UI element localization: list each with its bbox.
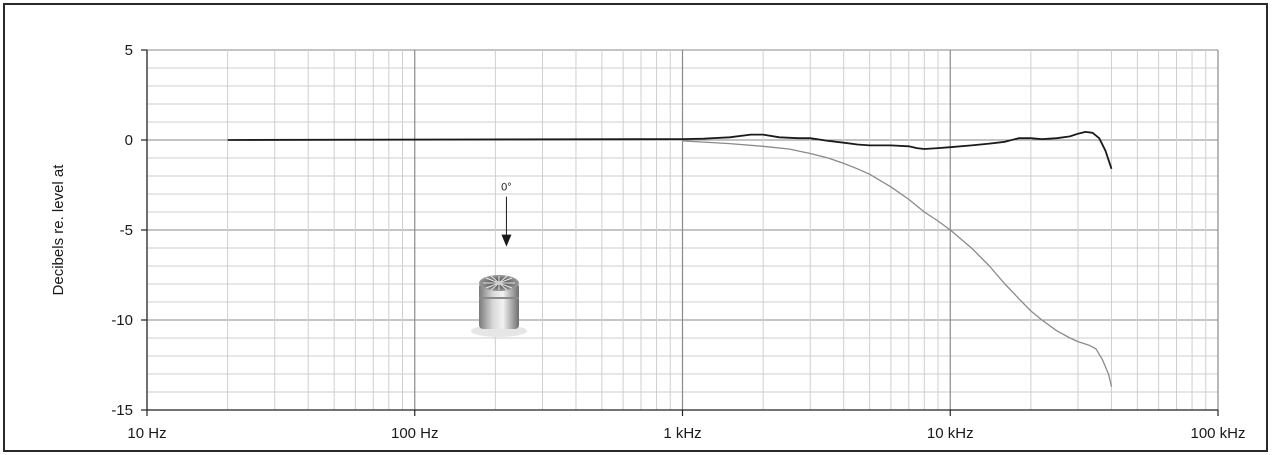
microphone-capsule-icon <box>471 275 527 337</box>
x-tick-label: 100 kHz <box>1190 425 1245 442</box>
series-line-1 <box>227 131 1113 170</box>
series-line-2 <box>682 140 1113 387</box>
axes <box>141 49 1219 416</box>
tick-labels: 5 0 -5 -10 -15 10 Hz 100 Hz 1 kHz 10 kHz 100 kHz D… <box>50 42 1246 442</box>
x-tick-label: 10 Hz <box>127 425 166 442</box>
y-tick-label: 0 <box>125 132 133 149</box>
annotations: 0° <box>471 182 527 337</box>
y-tick-label: 5 <box>125 42 133 59</box>
grid <box>146 49 1219 411</box>
series-group <box>227 131 1113 387</box>
x-tick-label: 10 kHz <box>927 425 974 442</box>
y-tick-label: -10 <box>111 312 133 329</box>
frequency-response-chart: 5 0 -5 -10 -15 10 Hz 100 Hz 1 kHz 10 kHz 100 kHz D… <box>50 42 1246 442</box>
x-tick-label: 1 kHz <box>663 425 701 442</box>
y-axis-title: Decibels re. level at <box>50 164 67 296</box>
y-tick-label: -15 <box>111 402 133 419</box>
y-tick-label: -5 <box>120 222 133 239</box>
arrow-down-icon <box>501 234 512 247</box>
x-tick-label: 100 Hz <box>391 425 439 442</box>
chart-frame: 5 0 -5 -10 -15 10 Hz 100 Hz 1 kHz 10 kHz 100 kHz D… <box>3 3 1268 452</box>
angle-label: 0° <box>501 182 512 194</box>
